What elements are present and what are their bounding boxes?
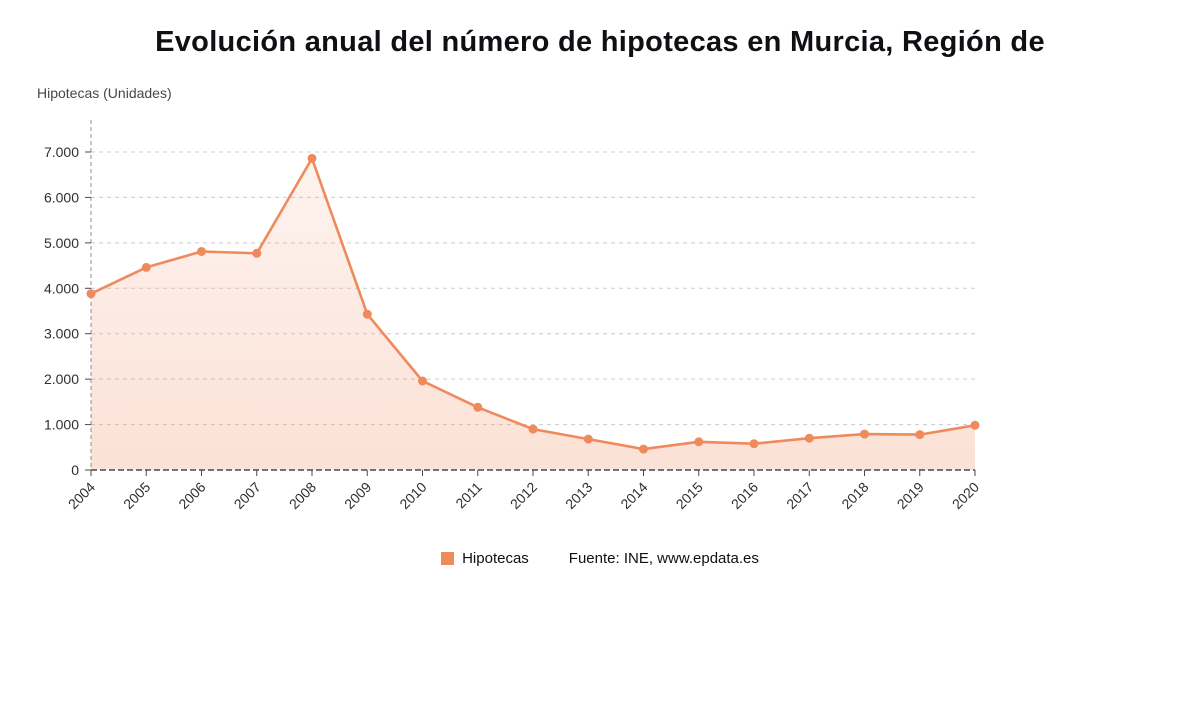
data-point [915, 430, 925, 440]
svg-text:2014: 2014 [617, 479, 650, 512]
data-point [141, 262, 151, 272]
svg-text:3.000: 3.000 [44, 326, 79, 342]
legend-swatch-hipotecas [441, 552, 455, 565]
svg-text:5.000: 5.000 [44, 235, 79, 251]
svg-text:2005: 2005 [120, 479, 153, 512]
legend-label-hipotecas: Hipotecas [462, 550, 529, 567]
data-point [252, 248, 262, 258]
svg-text:2019: 2019 [894, 479, 927, 512]
svg-text:2018: 2018 [838, 479, 871, 512]
svg-text:2011: 2011 [452, 479, 485, 512]
chart-legend: Hipotecas Fuente: INE, www.epdata.es [0, 550, 1200, 567]
data-point [197, 247, 206, 256]
svg-text:2016: 2016 [728, 479, 761, 512]
area-fill [91, 158, 975, 470]
svg-text:4.000: 4.000 [44, 280, 79, 296]
svg-text:2008: 2008 [286, 479, 319, 512]
data-point [860, 429, 869, 439]
x-axis-labels: 2004 2005 2006 2007 2008 2009 2010 2011 2012 2013… [65, 479, 982, 512]
data-point [694, 437, 704, 447]
data-point [528, 424, 538, 434]
data-point [86, 289, 96, 299]
svg-text:0: 0 [71, 462, 79, 478]
svg-text:2017: 2017 [783, 479, 816, 512]
svg-text:2006: 2006 [175, 479, 208, 512]
chart-title: Evolución anual del número de hipotecas … [155, 26, 1045, 58]
data-point [970, 420, 980, 430]
data-point [749, 439, 759, 449]
data-point [804, 433, 814, 443]
y-axis-title: Hipotecas (Unidades) [37, 85, 172, 101]
svg-text:2012: 2012 [507, 479, 540, 512]
source-text: Fuente: INE, www.epdata.es [568, 550, 759, 567]
svg-text:2007: 2007 [231, 479, 264, 512]
mortgages-area-chart: 0 1.000 2.000 3.000 4.000 5.000 6.000 7.000 2004… [44, 120, 982, 512]
data-point [418, 376, 427, 386]
svg-text:2013: 2013 [562, 479, 595, 512]
data-point [639, 444, 648, 454]
svg-text:2009: 2009 [341, 479, 374, 512]
svg-text:2020: 2020 [949, 479, 982, 512]
svg-text:2004: 2004 [65, 479, 98, 512]
data-point [583, 434, 593, 444]
data-point [362, 309, 372, 319]
y-axis-labels: 0 1.000 2.000 3.000 4.000 5.000 6.000 7.000 [44, 144, 79, 478]
svg-text:2010: 2010 [396, 479, 429, 512]
svg-text:1.000: 1.000 [44, 417, 79, 433]
data-point [473, 402, 483, 412]
svg-text:6.000: 6.000 [44, 189, 79, 205]
svg-text:2.000: 2.000 [44, 371, 79, 387]
data-points [86, 153, 980, 454]
svg-text:2015: 2015 [673, 479, 706, 512]
data-point [307, 153, 317, 163]
svg-text:7.000: 7.000 [44, 144, 79, 160]
